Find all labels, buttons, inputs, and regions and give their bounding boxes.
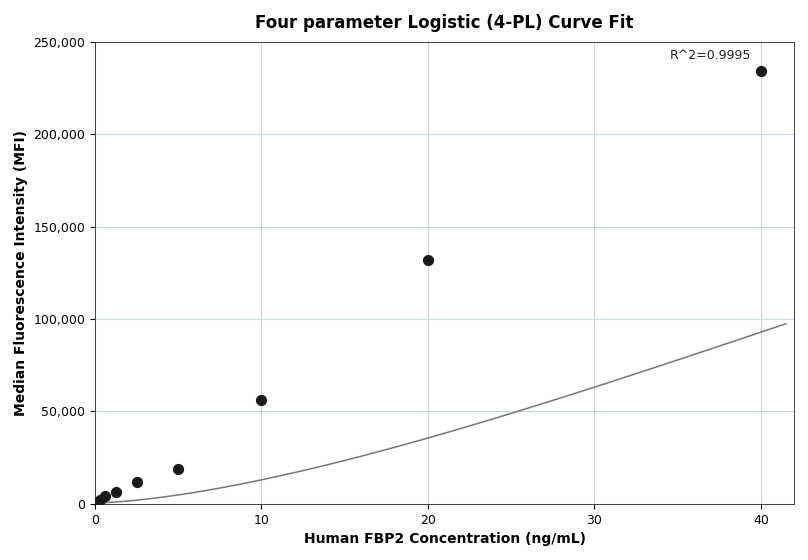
Point (422, 255, 435, 264)
Point (91, 497, 104, 506)
Point (109, 487, 122, 496)
Point (99, 491, 112, 500)
Point (755, 67, 768, 76)
Point (172, 464, 185, 473)
Point (130, 477, 143, 486)
Title: Four parameter Logistic (4-PL) Curve Fit: Four parameter Logistic (4-PL) Curve Fit (255, 14, 633, 32)
X-axis label: Human FBP2 Concentration (ng/mL): Human FBP2 Concentration (ng/mL) (304, 532, 586, 546)
Y-axis label: Median Fluorescence Intensity (MFI): Median Fluorescence Intensity (MFI) (14, 130, 28, 416)
Text: R^2=0.9995: R^2=0.9995 (669, 49, 751, 62)
Point (255, 396, 268, 405)
Point (94, 496, 107, 505)
